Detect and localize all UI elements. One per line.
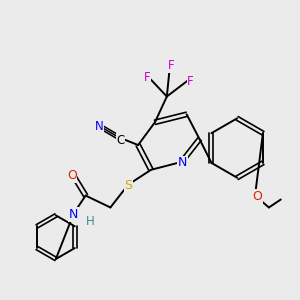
Text: N: N xyxy=(69,208,78,221)
Text: C: C xyxy=(116,134,124,147)
Text: H: H xyxy=(86,215,95,228)
Text: F: F xyxy=(144,71,150,84)
Text: N: N xyxy=(95,120,104,133)
Text: S: S xyxy=(124,179,132,192)
Text: F: F xyxy=(167,59,174,72)
Text: O: O xyxy=(252,190,262,203)
Text: N: N xyxy=(178,156,188,170)
Text: O: O xyxy=(67,169,77,182)
Text: F: F xyxy=(187,75,194,88)
